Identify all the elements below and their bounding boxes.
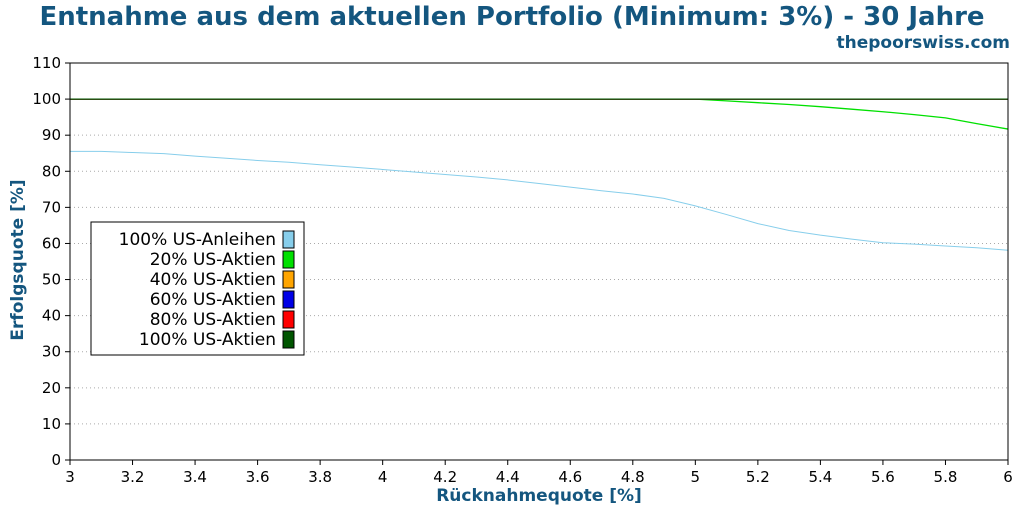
x-tick-label: 4.4 xyxy=(496,468,520,486)
y-tick-label: 50 xyxy=(42,271,61,289)
chart-title: Entnahme aus dem aktuellen Portfolio (Mi… xyxy=(39,2,985,32)
x-tick-label: 6 xyxy=(1003,468,1013,486)
y-tick-label: 30 xyxy=(42,343,61,361)
series-line xyxy=(70,150,1009,251)
x-tick-label: 4 xyxy=(378,468,388,486)
legend-label: 40% US-Aktien xyxy=(150,270,276,290)
legend-swatch xyxy=(282,330,295,349)
x-tick-label: 5.4 xyxy=(808,468,832,486)
x-tick-label: 4.2 xyxy=(433,468,457,486)
x-tick-label: 5.2 xyxy=(746,468,770,486)
chart-subtitle: thepoorswiss.com xyxy=(836,33,1011,53)
y-tick-label: 90 xyxy=(42,126,61,144)
x-tick-label: 5.8 xyxy=(934,468,958,486)
legend-swatch xyxy=(282,310,295,329)
legend-swatch xyxy=(282,270,295,289)
series-line xyxy=(70,98,1009,130)
legend-box xyxy=(90,221,305,356)
y-tick-label: 80 xyxy=(42,162,61,180)
x-tick-label: 4.8 xyxy=(621,468,645,486)
x-tick-label: 4.6 xyxy=(558,468,582,486)
legend-label: 100% US-Aktien xyxy=(139,330,276,350)
x-tick-label: 3.2 xyxy=(121,468,145,486)
legend-swatch xyxy=(282,290,295,309)
y-tick-label: 70 xyxy=(42,198,61,216)
y-tick-label: 110 xyxy=(32,54,61,72)
x-tick-label: 5.6 xyxy=(871,468,895,486)
x-axis-label: Rücknahmequote [%] xyxy=(436,486,642,506)
y-tick-label: 40 xyxy=(42,307,61,325)
legend-swatch xyxy=(282,230,295,249)
legend-label: 100% US-Anleihen xyxy=(119,230,276,250)
x-tick-label: 3 xyxy=(65,468,75,486)
legend-label: 20% US-Aktien xyxy=(150,250,276,270)
y-tick-label: 0 xyxy=(51,451,61,469)
legend-label: 80% US-Aktien xyxy=(150,310,276,330)
legend-swatch xyxy=(282,250,295,269)
x-tick-label: 3.8 xyxy=(308,468,332,486)
y-tick-label: 20 xyxy=(42,379,61,397)
y-tick-label: 10 xyxy=(42,415,61,433)
x-tick-label: 3.4 xyxy=(183,468,207,486)
y-tick-label: 100 xyxy=(32,90,61,108)
x-tick-label: 5 xyxy=(691,468,701,486)
plot-frame xyxy=(69,62,1009,461)
x-tick-label: 3.6 xyxy=(246,468,270,486)
legend-label: 60% US-Aktien xyxy=(150,290,276,310)
y-tick-label: 60 xyxy=(42,234,61,252)
